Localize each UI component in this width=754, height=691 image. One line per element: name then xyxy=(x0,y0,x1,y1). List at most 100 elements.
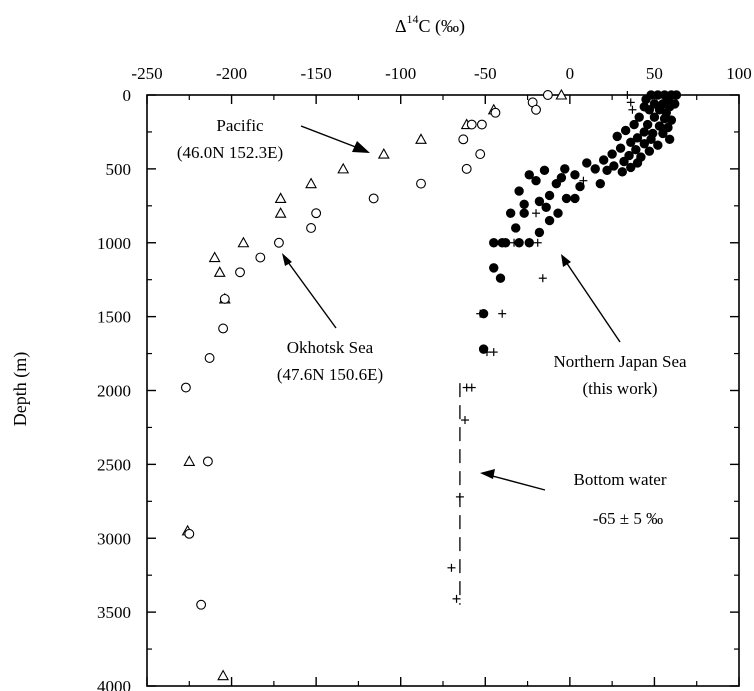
triangle-point xyxy=(274,192,287,203)
filled-circle-point xyxy=(619,156,629,167)
filled-circle-point xyxy=(644,146,655,156)
annotation-japan-sea-line2: (this work) xyxy=(582,379,657,398)
y-tick-label: 3500 xyxy=(97,603,131,622)
annotation-okhotsk-line1: Okhotsk Sea xyxy=(287,338,374,357)
annotation-pacific-line1: Pacific xyxy=(216,116,264,135)
triangle-point xyxy=(208,251,221,263)
filled-circle-point xyxy=(551,178,562,189)
tick-marks xyxy=(146,94,740,687)
filled-circle-point xyxy=(505,208,516,218)
annotation-japan-sea-arrow xyxy=(563,258,621,343)
filled-circle-point xyxy=(653,140,663,150)
filled-circle-point xyxy=(664,134,675,145)
annotation-japan-sea-arrowhead xyxy=(561,254,571,267)
filled-circle-point xyxy=(626,162,636,173)
y-tick-labels: 0 500 1000 1500 2000 2500 3000 3500 4000 xyxy=(97,86,131,691)
open-circle-point xyxy=(180,382,191,393)
plus-point xyxy=(489,348,498,357)
y-tick-label: 4000 xyxy=(97,677,131,691)
open-circle-point xyxy=(273,237,284,248)
filled-circle-point xyxy=(607,149,617,159)
filled-circle-point xyxy=(649,112,660,122)
filled-circle-point xyxy=(519,199,529,210)
filled-circle-point xyxy=(615,143,626,153)
filled-circle-point xyxy=(514,186,524,196)
x-axis-title-sup: 14 xyxy=(407,12,419,26)
filled-circle-point xyxy=(632,158,643,168)
open-circle-point xyxy=(542,90,553,100)
open-circle-point xyxy=(219,293,230,304)
filled-circle-point xyxy=(560,164,570,174)
triangle-point xyxy=(415,133,427,144)
x-tick-label: -50 xyxy=(474,64,497,83)
annotation-bottom-water-line1: Bottom water xyxy=(573,470,666,489)
x-tick-label: -100 xyxy=(385,64,416,83)
open-circle-point xyxy=(235,267,245,278)
filled-circle-point xyxy=(582,158,592,168)
x-tick-label: -150 xyxy=(301,64,332,83)
plus-point xyxy=(532,209,541,218)
triangle-point xyxy=(217,669,230,681)
y-tick-label: 500 xyxy=(106,160,132,179)
filled-circle-point xyxy=(495,273,506,283)
filled-circle-point xyxy=(609,161,619,171)
filled-circle-point xyxy=(489,263,499,273)
series-plus xyxy=(447,91,637,603)
filled-circle-point xyxy=(629,119,639,130)
plus-point xyxy=(626,98,635,107)
filled-circle-point xyxy=(617,167,627,177)
filled-circle-point xyxy=(631,144,641,155)
triangle-point xyxy=(237,236,250,248)
x-axis-title-prefix: Δ xyxy=(395,16,407,36)
filled-circle-point xyxy=(644,105,655,115)
open-circle-point xyxy=(184,528,195,539)
plus-point xyxy=(533,238,542,247)
filled-circle-point xyxy=(524,170,534,180)
filled-circle-point xyxy=(511,223,521,233)
series-filled-circle xyxy=(478,90,682,354)
filled-circle-point xyxy=(544,215,555,226)
y-axis-title: Depth (m) xyxy=(10,352,31,426)
triangle-point xyxy=(305,177,318,189)
filled-circle-point xyxy=(570,193,580,204)
open-circle-point xyxy=(475,149,486,160)
triangle-point xyxy=(213,266,226,277)
data-points xyxy=(180,88,682,681)
plus-point xyxy=(455,492,464,501)
series-open-triangle xyxy=(181,88,568,681)
open-circle-point xyxy=(466,119,477,130)
y-tick-label: 1000 xyxy=(97,234,131,253)
open-circle-point xyxy=(306,223,317,233)
plus-point xyxy=(447,563,456,572)
x-tick-label: 0 xyxy=(566,64,575,83)
x-tick-label: 100 xyxy=(726,64,752,83)
filled-circle-point xyxy=(544,190,555,201)
annotation-japan-sea: Northern Japan Sea (this work) xyxy=(553,254,687,398)
filled-circle-point xyxy=(489,238,499,248)
filled-circle-point xyxy=(595,178,606,189)
y-tick-label: 2500 xyxy=(97,455,131,474)
filled-circle-point xyxy=(590,164,600,174)
y-tick-label: 1500 xyxy=(97,308,131,327)
annotation-bottom-water-line2: -65 ± 5 ‰ xyxy=(593,509,663,528)
plus-point xyxy=(538,274,547,283)
triangle-point xyxy=(183,455,196,466)
open-circle-point xyxy=(458,134,469,145)
filled-circle-point xyxy=(478,344,489,354)
annotation-bottom-water-arrowhead xyxy=(480,469,495,479)
open-circle-point xyxy=(204,353,215,363)
filled-circle-point xyxy=(598,155,609,165)
triangle-point xyxy=(274,207,287,218)
y-tick-label: 3000 xyxy=(97,529,131,548)
x-tick-label: 50 xyxy=(646,64,663,83)
triangle-point xyxy=(337,162,350,174)
filled-circle-point xyxy=(620,125,631,136)
plus-point xyxy=(482,348,491,357)
annotation-pacific-arrowhead xyxy=(352,141,370,153)
open-circle-point xyxy=(202,456,213,467)
open-circle-point xyxy=(531,104,541,115)
filled-circle-point xyxy=(570,170,580,180)
annotation-pacific: Pacific (46.0N 152.3E) xyxy=(177,116,370,162)
filled-circle-point xyxy=(534,196,545,207)
filled-circle-point xyxy=(541,202,551,212)
